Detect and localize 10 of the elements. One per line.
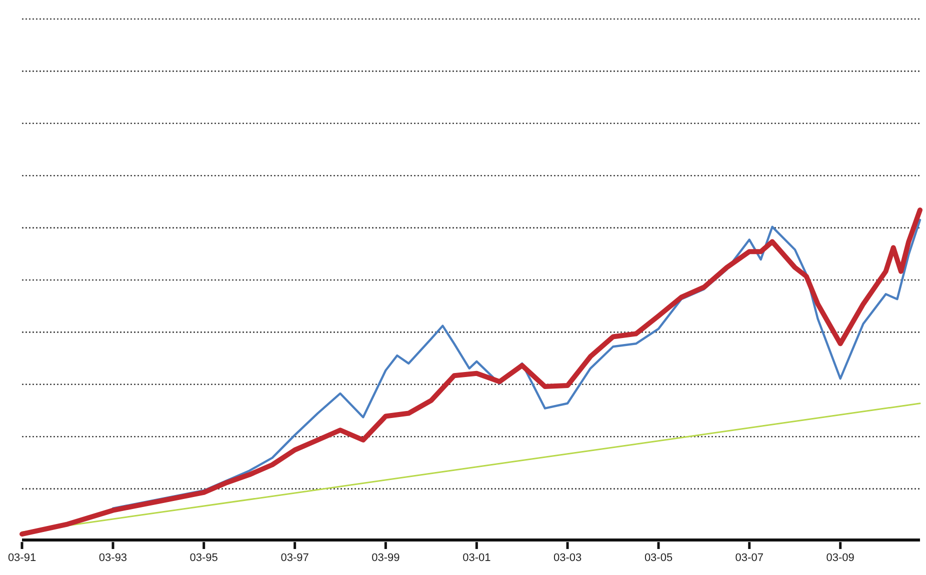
x-tick-label: 03-01 bbox=[462, 552, 491, 564]
x-tick-label: 03-03 bbox=[553, 552, 582, 564]
x-tick-label: 03-95 bbox=[190, 552, 218, 564]
x-tick-label: 03-99 bbox=[372, 552, 400, 564]
x-tick-label: 03-07 bbox=[735, 552, 764, 564]
x-tick-label: 03-97 bbox=[280, 552, 309, 564]
x-tick-label: 03-09 bbox=[826, 552, 854, 564]
x-tick-label: 03-91 bbox=[8, 552, 36, 564]
x-tick-label: 03-93 bbox=[98, 552, 128, 564]
x-tick-label: 03-05 bbox=[644, 552, 673, 564]
